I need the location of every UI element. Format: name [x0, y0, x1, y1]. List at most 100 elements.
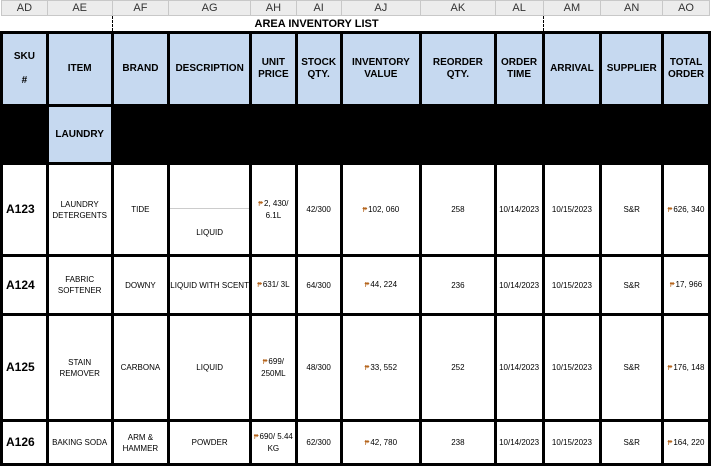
column-header-am[interactable]: AM — [542, 0, 602, 16]
header-cell[interactable]: INVENTORY VALUE — [339, 31, 423, 107]
order-time-value: 10/14/2023 — [499, 205, 540, 214]
item-value: FABRIC SOFTENER — [57, 275, 102, 295]
stock-qty-cell[interactable]: 62/300 — [294, 419, 343, 466]
item-cell[interactable]: BAKING SODA — [45, 419, 114, 466]
stock-qty-cell[interactable]: 64/300 — [294, 254, 343, 316]
description-cell[interactable]: POWDER — [167, 419, 253, 466]
order-time-cell[interactable]: 10/14/2023 — [493, 254, 545, 316]
supplier-cell[interactable]: S&R — [599, 313, 665, 422]
item-value: LAUNDRY DETERGENTS — [52, 199, 107, 220]
category-label[interactable]: LAUNDRY — [45, 104, 114, 165]
item-cell[interactable]: FABRIC SOFTENER — [45, 254, 114, 316]
description-cell[interactable]: LIQUID — [167, 313, 253, 422]
description-cell[interactable]: LIQUID — [167, 162, 253, 257]
header-cell[interactable]: TOTAL ORDER — [661, 31, 711, 107]
cell[interactable] — [168, 15, 251, 34]
reorder-qty-cell[interactable]: 236 — [419, 254, 497, 316]
brand-cell[interactable]: CARBONA — [111, 313, 171, 422]
column-header-ai[interactable]: AI — [295, 0, 342, 16]
header-cell[interactable]: SUPPLIER — [599, 31, 665, 107]
column-header-ad[interactable]: AD — [1, 0, 48, 16]
column-header-al[interactable]: AL — [494, 0, 544, 16]
header-cell[interactable]: ITEM — [45, 31, 114, 107]
order-time-cell[interactable]: 10/14/2023 — [493, 419, 545, 466]
arrival-cell[interactable]: 10/15/2023 — [542, 254, 603, 316]
inventory-value-cell[interactable]: ₱44, 224 — [339, 254, 423, 316]
total-order-cell[interactable]: ₱17, 966 — [661, 254, 711, 316]
stock-qty-cell[interactable]: 48/300 — [294, 313, 343, 422]
reorder-qty-cell[interactable]: 258 — [419, 162, 497, 257]
brand-cell[interactable]: DOWNY — [111, 254, 171, 316]
unit-price-value: 631/ 3L — [262, 280, 290, 289]
column-header-ae[interactable]: AE — [46, 0, 113, 16]
column-header-ag[interactable]: AG — [168, 0, 252, 16]
item-cell[interactable]: LAUNDRY DETERGENTS — [45, 162, 114, 257]
header-cell[interactable]: ARRIVAL — [542, 31, 603, 107]
cell[interactable] — [420, 15, 496, 34]
peso-icon: ₱ — [667, 439, 673, 447]
description-cell[interactable]: LIQUID WITH SCENT — [167, 254, 253, 316]
column-header-aj[interactable]: AJ — [340, 0, 422, 16]
order-time-value: 10/14/2023 — [499, 363, 540, 372]
sku-cell[interactable]: A125 — [0, 313, 49, 422]
cell[interactable] — [111, 15, 169, 34]
cell[interactable] — [662, 15, 710, 34]
cell[interactable] — [1, 15, 48, 34]
inventory-value-cell[interactable]: ₱42, 780 — [339, 419, 423, 466]
column-header-af[interactable]: AF — [111, 0, 170, 16]
sku-cell[interactable]: A124 — [0, 254, 49, 316]
unit-price-cell[interactable]: ₱631/ 3L — [249, 254, 298, 316]
supplier-cell[interactable]: S&R — [599, 419, 665, 466]
cell[interactable] — [47, 15, 113, 34]
unit-price-cell[interactable]: ₱690/ 5.44 KG — [249, 419, 298, 466]
header-cell[interactable]: REORDER QTY. — [419, 31, 497, 107]
inventory-value-cell[interactable]: ₱33, 552 — [339, 313, 423, 422]
arrival-cell[interactable]: 10/15/2023 — [542, 313, 603, 422]
peso-icon: ₱ — [362, 206, 368, 214]
column-header-ao[interactable]: AO — [662, 0, 710, 16]
header-cell[interactable]: STOCK QTY. — [294, 31, 343, 107]
unit-price-cell[interactable]: ₱699/ 250ML — [249, 313, 298, 422]
header-cell[interactable]: SKU # — [0, 31, 49, 107]
cell[interactable] — [110, 104, 711, 165]
arrival-cell[interactable]: 10/15/2023 — [542, 419, 603, 466]
order-time-cell[interactable]: 10/14/2023 — [493, 162, 545, 257]
reorder-qty-cell[interactable]: 252 — [419, 313, 497, 422]
total-order-cell[interactable]: ₱176, 148 — [661, 313, 711, 422]
header-cell[interactable]: DESCRIPTION — [167, 31, 253, 107]
table-row: A124 FABRIC SOFTENER DOWNY LIQUID WITH SCEN… — [0, 254, 711, 316]
order-time-cell[interactable]: 10/14/2023 — [493, 313, 545, 422]
sheet-title[interactable]: AREA INVENTORY LIST — [250, 15, 421, 34]
cell[interactable] — [542, 15, 601, 34]
column-header-ah[interactable]: AH — [250, 0, 297, 16]
sku-cell[interactable]: A126 — [0, 419, 49, 466]
header-cell[interactable]: UNIT PRICE — [249, 31, 298, 107]
description-value: LIQUID — [171, 208, 248, 253]
stock-qty-value: 64/300 — [306, 280, 331, 290]
peso-icon: ₱ — [667, 206, 673, 214]
reorder-qty-cell[interactable]: 238 — [419, 419, 497, 466]
brand-cell[interactable]: ARM & HAMMER — [111, 419, 171, 466]
stock-qty-cell[interactable]: 42/300 — [294, 162, 343, 257]
sku-value: A126 — [6, 435, 35, 449]
supplier-cell[interactable]: S&R — [599, 162, 665, 257]
total-order-cell[interactable]: ₱164, 220 — [661, 419, 711, 466]
cell[interactable] — [600, 15, 663, 34]
order-time-value: 10/14/2023 — [499, 280, 540, 290]
column-header-ak[interactable]: AK — [420, 0, 496, 16]
inventory-value-cell[interactable]: ₱102, 060 — [339, 162, 423, 257]
supplier-cell[interactable]: S&R — [599, 254, 665, 316]
column-header-an[interactable]: AN — [600, 0, 664, 16]
header-cell[interactable]: BRAND — [111, 31, 171, 107]
item-cell[interactable]: STAIN REMOVER — [45, 313, 114, 422]
header-cell[interactable]: ORDER TIME — [493, 31, 545, 107]
sku-cell[interactable]: A123 — [0, 162, 49, 257]
cell[interactable] — [0, 104, 49, 165]
total-order-cell[interactable]: ₱626, 340 — [661, 162, 711, 257]
brand-value: TIDE — [131, 205, 150, 214]
sku-value: A123 — [6, 202, 35, 216]
unit-price-cell[interactable]: ₱2, 430/ 6.1L — [249, 162, 298, 257]
cell[interactable] — [495, 15, 544, 34]
brand-cell[interactable]: TIDE — [111, 162, 171, 257]
arrival-cell[interactable]: 10/15/2023 — [542, 162, 603, 257]
